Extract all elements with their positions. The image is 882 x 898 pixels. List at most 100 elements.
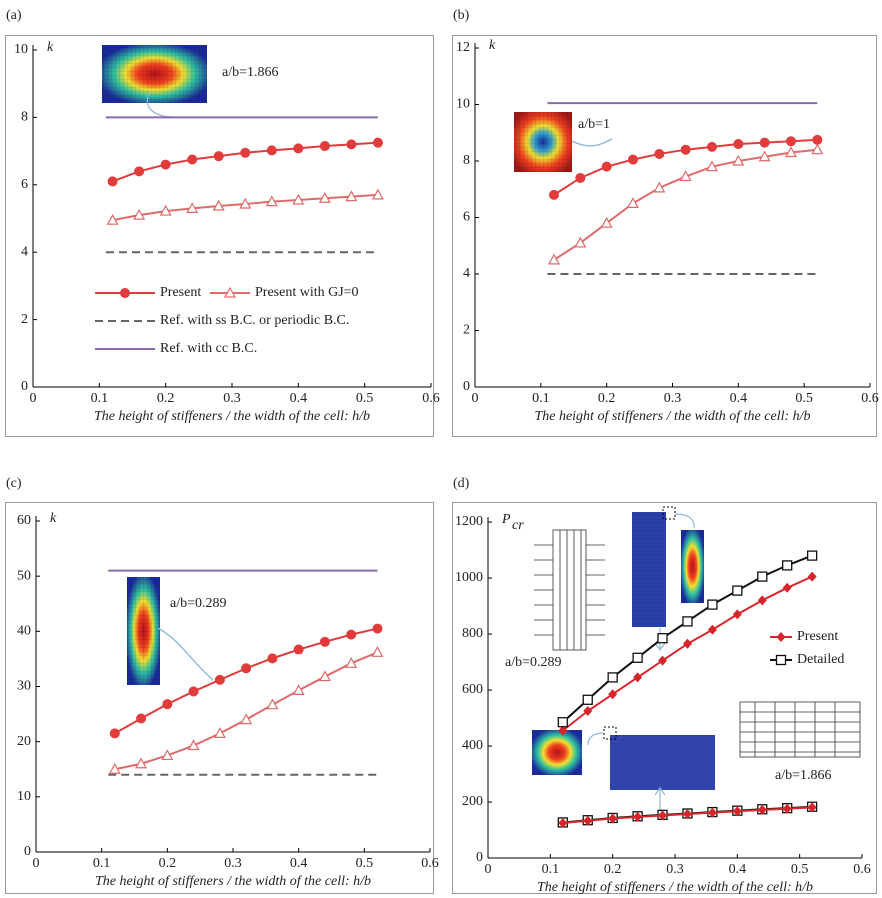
panel-label: (b) — [453, 8, 470, 23]
x-tick-label: 0.4 — [290, 391, 308, 406]
x-tick-label: 0.2 — [604, 862, 622, 877]
y-tick-label: 30 — [17, 679, 31, 694]
point — [134, 166, 144, 176]
legend-label: Ref. with ss B.C. or periodic B.C. — [160, 313, 349, 328]
point — [267, 145, 277, 155]
y-tick-label: 10 — [17, 789, 31, 804]
x-axis-label: The height of stiffeners / the width of … — [537, 880, 813, 895]
y-tick-label: 10 — [456, 97, 470, 112]
x-tick-label: 0.5 — [791, 862, 809, 877]
x-tick-label: 0.4 — [290, 856, 308, 871]
x-tick-label: 0.3 — [664, 391, 682, 406]
point — [215, 728, 225, 737]
point — [708, 625, 717, 635]
legend-marker — [777, 632, 786, 642]
series-line — [554, 150, 817, 260]
point — [783, 583, 792, 593]
x-tick-label: 0.1 — [93, 856, 111, 871]
point — [733, 586, 742, 595]
y-tick-label: 800 — [462, 626, 483, 641]
point — [633, 672, 642, 682]
point — [162, 699, 172, 709]
point — [241, 715, 251, 724]
legend-label: Present — [160, 285, 201, 300]
x-tick-label: 0.2 — [157, 391, 175, 406]
point — [681, 145, 691, 155]
x-axis-label: The height of stiffeners / the width of … — [94, 409, 370, 424]
point — [346, 139, 356, 149]
y-tick-label: 1200 — [455, 514, 483, 529]
y-tick-label: 40 — [17, 624, 31, 639]
panel-label: (c) — [6, 476, 22, 491]
point — [658, 656, 667, 666]
y-tick-label: 8 — [463, 153, 470, 168]
x-tick-label: 0.4 — [729, 862, 747, 877]
point — [267, 700, 277, 709]
point — [758, 572, 767, 581]
point — [320, 637, 330, 647]
panel-frame — [6, 503, 434, 894]
y-tick-label: 10 — [14, 42, 28, 57]
point — [608, 673, 617, 682]
y-tick-label: 400 — [462, 738, 483, 753]
point — [294, 645, 304, 655]
point — [575, 173, 585, 183]
annotation: a/b=0.289 — [505, 655, 562, 670]
point — [161, 160, 171, 170]
point — [628, 198, 638, 207]
x-tick-label: 0.5 — [356, 856, 374, 871]
x-tick-label: 0.4 — [730, 391, 748, 406]
x-tick-label: 0.5 — [356, 391, 374, 406]
y-tick-label: 2 — [21, 312, 28, 327]
y-tick-label: 6 — [463, 210, 470, 225]
x-tick-label: 0 — [33, 856, 40, 871]
x-tick-label: 0.3 — [666, 862, 684, 877]
point — [733, 609, 742, 619]
point — [707, 142, 717, 152]
point — [214, 151, 224, 161]
x-tick-label: 0.1 — [91, 391, 109, 406]
x-tick-label: 0.1 — [542, 862, 560, 877]
annotation: a/b=1.866 — [775, 768, 832, 783]
x-tick-label: 0 — [30, 391, 37, 406]
legend-marker — [120, 288, 130, 298]
y-tick-label: 1000 — [455, 570, 483, 585]
point — [808, 551, 817, 560]
legend-label: Ref. with cc B.C. — [160, 341, 257, 356]
point — [786, 136, 796, 146]
point — [187, 155, 197, 165]
x-tick-label: 0.6 — [421, 856, 439, 871]
y-axis-label-sub: cr — [512, 518, 524, 533]
point — [758, 595, 767, 605]
annotation: a/b=0.289 — [170, 596, 227, 611]
y-tick-label: 0 — [463, 379, 470, 394]
point — [760, 138, 770, 148]
point — [215, 675, 225, 685]
y-tick-label: 4 — [21, 244, 28, 259]
annotation: a/b=1.866 — [222, 65, 279, 80]
panel-frame — [6, 36, 434, 437]
point — [294, 685, 304, 694]
point — [733, 139, 743, 149]
panel-label: (a) — [6, 8, 22, 23]
point — [241, 663, 251, 673]
y-tick-label: 0 — [21, 379, 28, 394]
point — [372, 647, 382, 656]
point — [108, 176, 118, 186]
point — [372, 624, 382, 634]
point — [808, 572, 817, 582]
figure: (a) 0 0.1 0.2 0.3 0.4 0.5 0.6 0 2 4 6 8 10 k The height… — [0, 0, 882, 898]
y-axis-label: k — [50, 511, 57, 526]
point — [654, 149, 664, 159]
point — [683, 617, 692, 626]
point — [136, 713, 146, 723]
y-tick-label: 0 — [24, 844, 31, 859]
annotation: a/b=1 — [578, 117, 610, 132]
x-tick-label: 0 — [485, 862, 492, 877]
point — [320, 141, 330, 151]
point — [602, 162, 612, 172]
x-axis-label: The height of stiffeners / the width of … — [534, 409, 810, 424]
point — [608, 689, 617, 699]
y-axis-label: P — [501, 512, 511, 527]
point — [558, 718, 567, 727]
